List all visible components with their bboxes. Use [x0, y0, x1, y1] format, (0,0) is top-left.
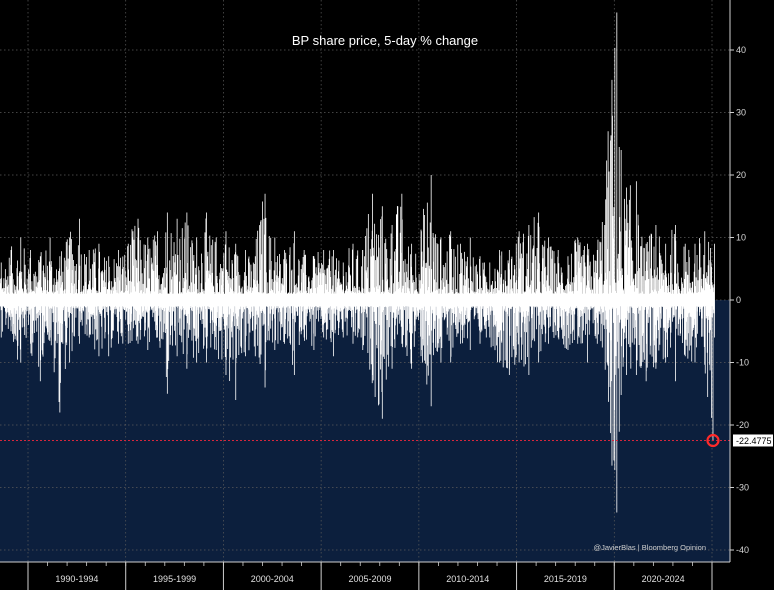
- y-tick-label: 10: [736, 233, 746, 243]
- x-tick-label: 2020-2024: [642, 574, 685, 584]
- y-tick-label: -30: [736, 483, 749, 493]
- x-tick-label: 1990-1994: [55, 574, 98, 584]
- x-tick-label: 2010-2014: [446, 574, 489, 584]
- x-tick-label: 2000-2004: [251, 574, 294, 584]
- chart-title: BP share price, 5-day % change: [292, 33, 478, 48]
- negative-fill-area: [0, 300, 730, 562]
- y-tick-label: -40: [736, 545, 749, 555]
- series-path: [0, 12, 715, 513]
- last-value-label: -22.4775: [736, 436, 772, 446]
- x-tick-label: 2015-2019: [544, 574, 587, 584]
- x-tick-label: 2005-2009: [348, 574, 391, 584]
- y-tick-label: 40: [736, 45, 746, 55]
- y-tick-label: 20: [736, 170, 746, 180]
- chart-credit: @JavierBlas | Bloomberg Opinion: [593, 543, 706, 552]
- y-tick-label: -20: [736, 420, 749, 430]
- y-tick-label: 30: [736, 108, 746, 118]
- last-value-box: [733, 434, 773, 447]
- y-tick-label: 0: [736, 295, 741, 305]
- last-value-marker: [706, 433, 720, 448]
- y-tick-label: -10: [736, 358, 749, 368]
- series-spikes: [0, 12, 715, 513]
- x-tick-label: 1995-1999: [153, 574, 196, 584]
